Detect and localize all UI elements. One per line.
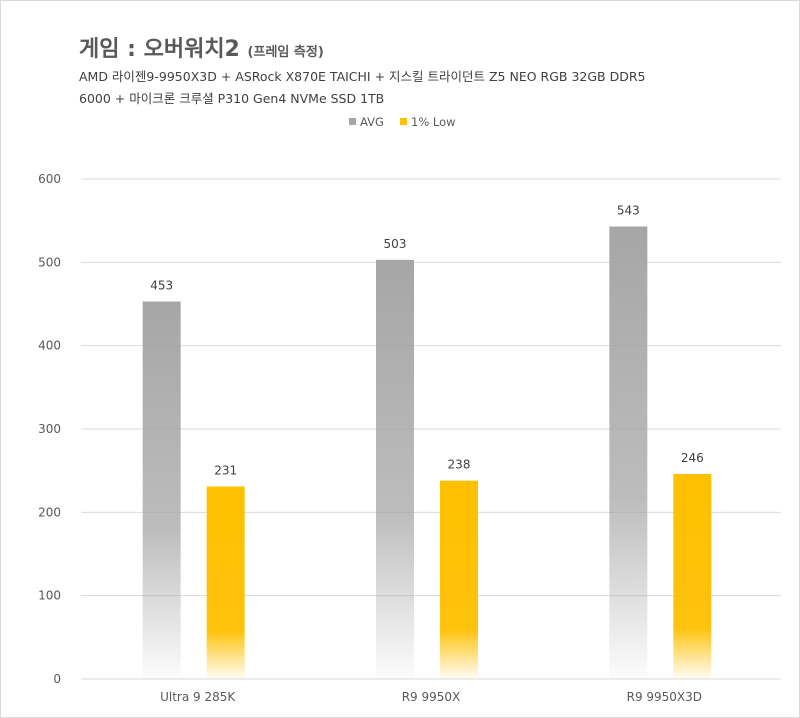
title-text: 게임 : 오버워치2 xyxy=(79,37,240,62)
legend-swatch xyxy=(349,118,356,125)
legend-label: 1% Low xyxy=(411,115,456,129)
y-tick-label: 500 xyxy=(38,255,61,269)
bar-1-low xyxy=(673,474,712,679)
bar-avg xyxy=(609,226,648,679)
x-tick-label: Ultra 9 285K xyxy=(160,690,236,704)
legend-label: AVG xyxy=(360,115,384,129)
y-tick-label: 0 xyxy=(53,672,61,686)
title-note: (프레임 측정) xyxy=(247,45,324,60)
bar-1-low xyxy=(206,486,245,679)
subtitle-line-2: 6000 + 마이크론 크루셜 P310 Gen4 NVMe SSD 1TB xyxy=(79,91,385,106)
bar-avg xyxy=(376,259,414,679)
y-tick-label: 600 xyxy=(38,172,61,186)
data-label: 246 xyxy=(681,451,704,465)
bar-avg xyxy=(142,301,181,679)
data-label: 231 xyxy=(214,464,237,478)
x-tick-label: R9 9950X xyxy=(402,690,461,704)
y-tick-label: 100 xyxy=(38,589,61,603)
data-label: 238 xyxy=(448,458,471,472)
data-label: 503 xyxy=(384,237,407,251)
legend-swatch xyxy=(400,118,407,125)
y-tick-label: 200 xyxy=(38,505,61,519)
chart-title: 게임 : 오버워치2 (프레임 측정) xyxy=(79,31,324,63)
data-label: 543 xyxy=(617,204,640,218)
y-tick-label: 300 xyxy=(38,422,61,436)
y-tick-label: 400 xyxy=(38,339,61,353)
x-tick-label: R9 9950X3D xyxy=(627,690,702,704)
subtitle-line-1: AMD 라이젠9-9950X3D + ASRock X870E TAICHI +… xyxy=(79,69,646,84)
bar-1-low xyxy=(440,480,478,679)
data-label: 453 xyxy=(150,279,173,293)
